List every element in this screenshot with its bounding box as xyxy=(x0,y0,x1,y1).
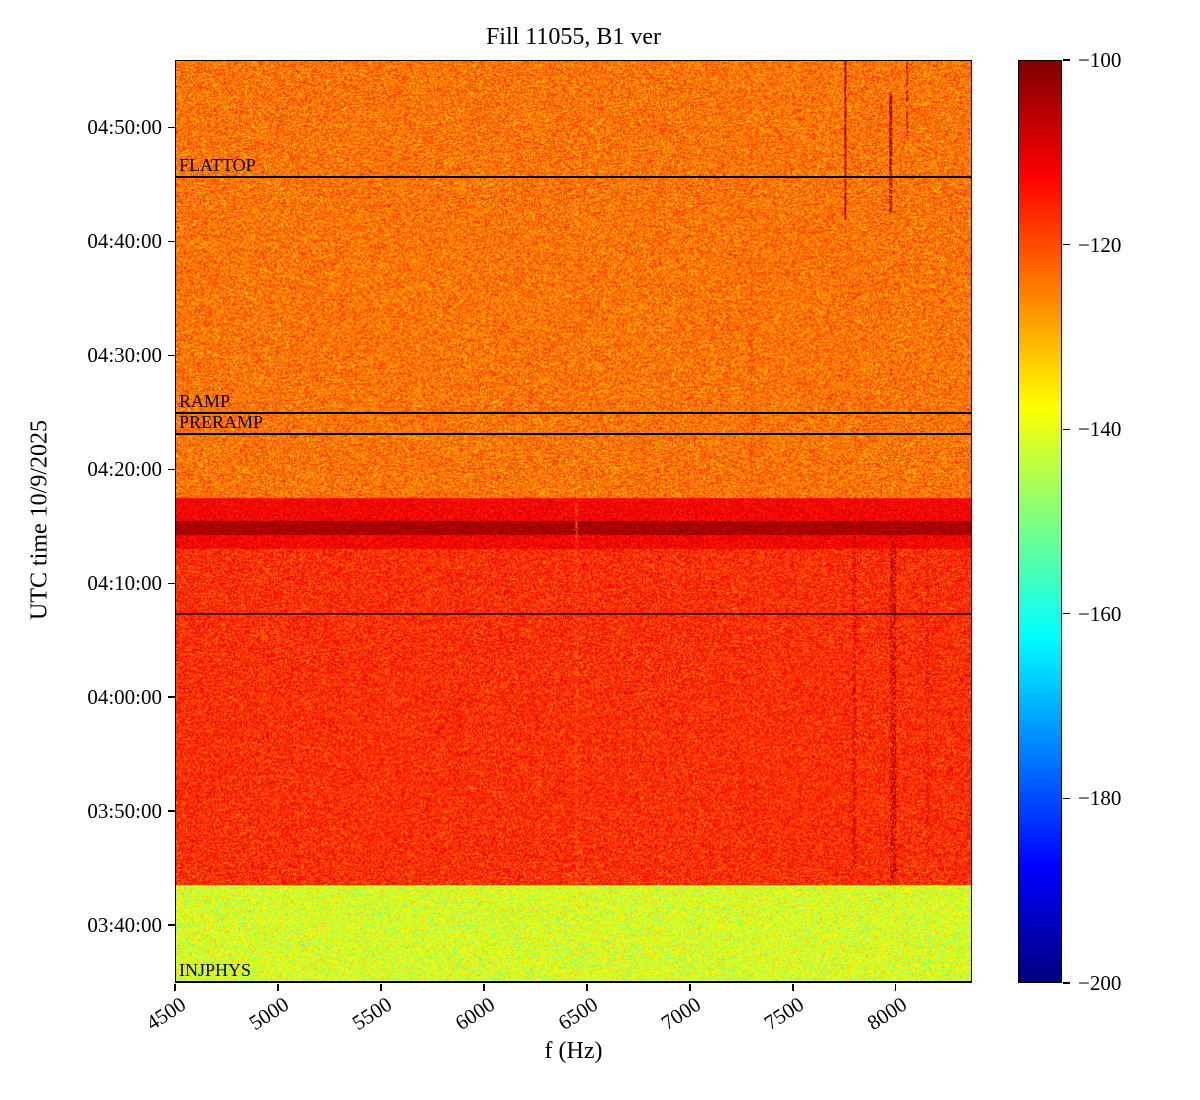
x-tick-label: 5500 xyxy=(347,992,397,1036)
x-tick-mark xyxy=(792,984,794,991)
y-tick-label: 04:00:00 xyxy=(87,685,162,710)
x-tick-mark xyxy=(380,984,382,991)
colorbar-tick-label: −180 xyxy=(1078,786,1122,811)
x-tick-mark xyxy=(586,984,588,991)
y-tick-mark xyxy=(168,924,175,926)
x-tick-label: 7500 xyxy=(759,992,808,1036)
x-tick-label: 6500 xyxy=(553,992,602,1036)
colorbar-tick-mark xyxy=(1063,797,1070,800)
x-tick-label: 8000 xyxy=(862,992,911,1036)
y-tick-label: 04:10:00 xyxy=(87,571,162,596)
annotation-label-ramp: RAMP xyxy=(179,391,231,412)
colorbar-tick-label: −140 xyxy=(1078,417,1122,442)
y-tick-label: 03:40:00 xyxy=(87,913,162,938)
y-tick-label: 04:20:00 xyxy=(87,457,162,482)
annotation-line-preramp xyxy=(176,433,971,436)
colorbar-tick-mark xyxy=(1063,982,1070,984)
annotation-label-preramp: PRERAMP xyxy=(179,412,264,433)
x-tick-mark xyxy=(174,984,176,991)
x-tick-label: 5000 xyxy=(244,992,294,1036)
y-tick-mark xyxy=(168,696,175,698)
colorbar-tick-mark xyxy=(1063,613,1070,615)
x-tick-label: 4500 xyxy=(141,992,191,1036)
x-tick-mark xyxy=(689,984,691,991)
x-tick-mark xyxy=(483,984,485,991)
annotation-line-injphys xyxy=(176,981,971,982)
x-axis-label: f (Hz) xyxy=(544,1038,603,1064)
y-tick-label: 04:50:00 xyxy=(87,115,162,140)
colorbar-tick-mark xyxy=(1063,428,1070,430)
y-tick-label: 04:40:00 xyxy=(87,229,162,254)
y-tick-mark xyxy=(168,240,175,243)
colorbar-tick-mark xyxy=(1063,59,1070,61)
dark-artifact-line xyxy=(176,612,971,615)
colorbar-tick-label: −120 xyxy=(1078,232,1122,257)
y-axis-label: UTC time 10/9/2025 xyxy=(26,420,53,620)
colorbar-tick-mark xyxy=(1063,243,1070,246)
y-tick-mark xyxy=(168,126,175,129)
colorbar-tick-label: −200 xyxy=(1078,971,1122,995)
spectrogram-canvas xyxy=(176,61,971,982)
annotation-line-flattop xyxy=(176,175,971,178)
x-tick-mark xyxy=(277,984,279,991)
x-tick-label: 7000 xyxy=(656,992,705,1036)
y-tick-label: 04:30:00 xyxy=(87,343,162,368)
annotation-label-flattop: FLATTOP xyxy=(179,154,256,175)
y-tick-mark xyxy=(168,354,175,356)
colorbar-tick-label: −160 xyxy=(1078,601,1122,626)
y-tick-mark xyxy=(168,468,175,470)
x-tick-label: 6000 xyxy=(450,992,499,1036)
y-tick-mark xyxy=(168,582,175,584)
x-tick-mark xyxy=(895,984,897,991)
colorbar xyxy=(1018,60,1062,983)
annotation-line-ramp xyxy=(176,412,971,415)
colorbar-tick-label: −100 xyxy=(1078,48,1122,72)
y-tick-label: 03:50:00 xyxy=(87,799,162,824)
y-tick-mark xyxy=(168,810,175,812)
plot-area: FLATTOP RAMP PRERAMP INJPHYS xyxy=(175,60,972,983)
colorbar-canvas xyxy=(1019,61,1061,982)
chart-title: Fill 11055, B1 ver xyxy=(485,24,662,50)
annotation-label-injphys: INJPHYS xyxy=(179,960,252,980)
